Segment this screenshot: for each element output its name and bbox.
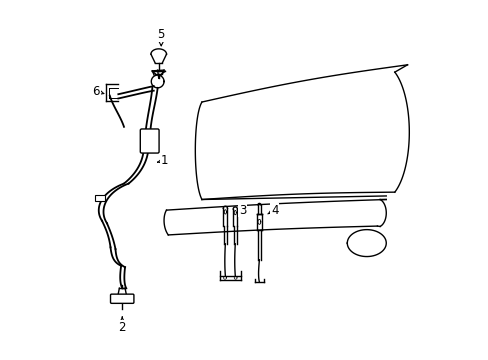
Text: 1: 1 bbox=[157, 154, 168, 167]
Text: 2: 2 bbox=[118, 317, 126, 334]
FancyBboxPatch shape bbox=[110, 294, 134, 303]
Text: 3: 3 bbox=[237, 204, 246, 217]
Text: 4: 4 bbox=[267, 204, 278, 217]
Bar bbox=[95, 195, 104, 201]
FancyBboxPatch shape bbox=[140, 129, 159, 153]
Text: 6: 6 bbox=[92, 85, 103, 98]
Text: 5: 5 bbox=[157, 28, 164, 46]
